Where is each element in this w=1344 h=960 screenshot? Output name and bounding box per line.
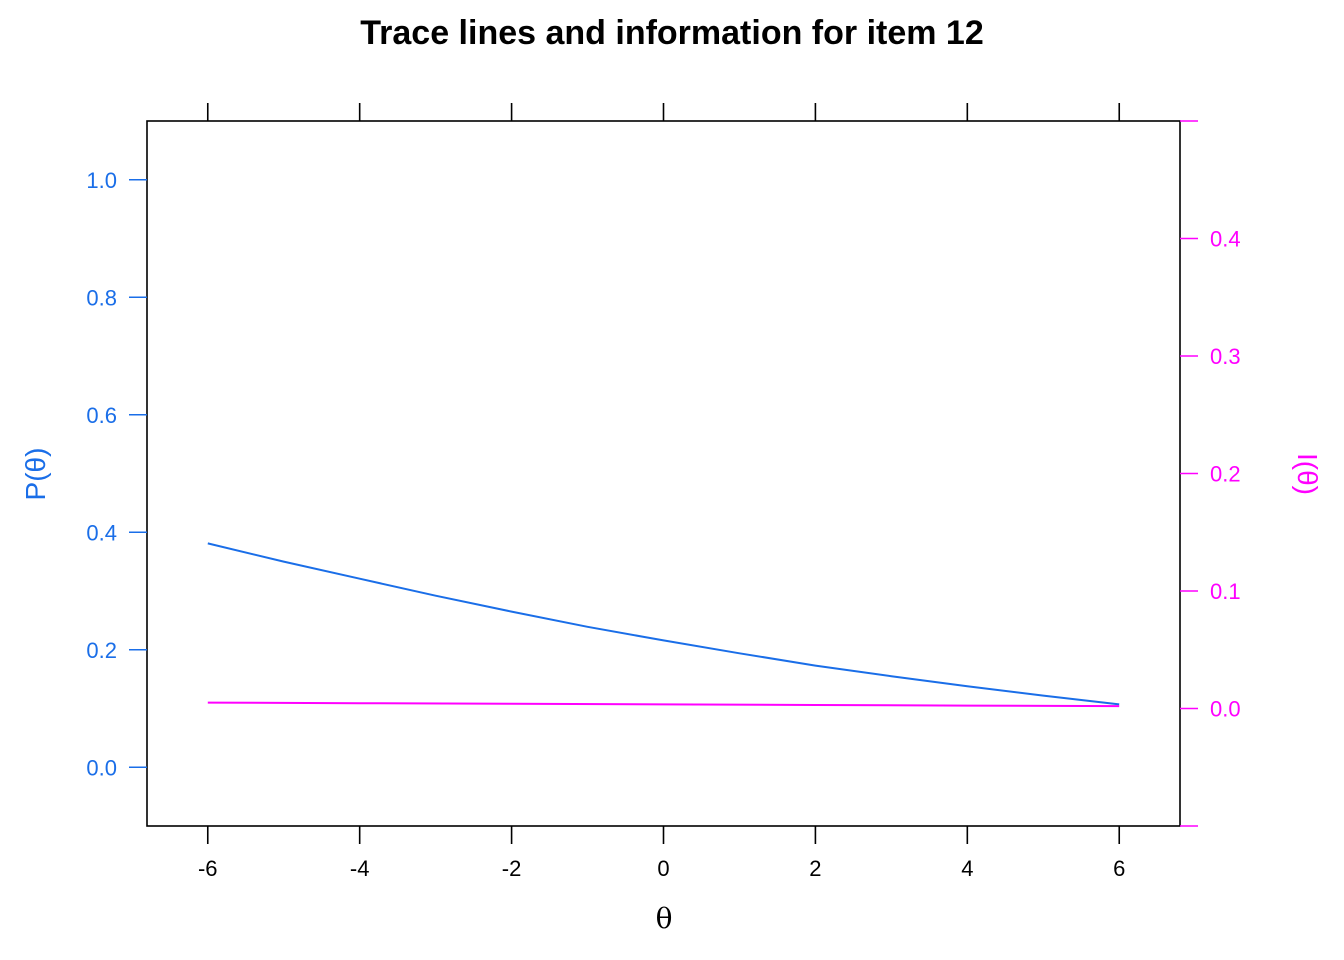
x-axis-label: θ <box>656 902 673 935</box>
y-right-tick-label: 0.1 <box>1210 579 1241 604</box>
x-tick-label: 6 <box>1113 856 1125 881</box>
y-axis-left-label: P(θ) <box>20 448 51 501</box>
plot-frame <box>146 120 1181 827</box>
y-axis-left: 0.0 0.2 0.4 0.6 0.8 1.0 <box>86 168 147 780</box>
x-tick-label: 2 <box>809 856 821 881</box>
y-left-tick-label: 0.8 <box>86 285 117 310</box>
y-right-tick-label: 0.3 <box>1210 344 1241 369</box>
series-layer <box>207 542 1120 708</box>
x-tick-label: -2 <box>502 856 522 881</box>
x-axis-top-ticks <box>206 103 1121 121</box>
y-left-tick-label: 1.0 <box>86 168 117 193</box>
information-curve <box>207 701 1120 708</box>
x-tick-label: 0 <box>657 856 669 881</box>
x-tick-label: -4 <box>350 856 370 881</box>
y-left-tick-label: 0.2 <box>86 638 117 663</box>
x-axis-bottom: -6 -4 -2 0 2 4 6 <box>198 826 1125 881</box>
y-left-tick-label: 0.4 <box>86 520 117 545</box>
y-left-tick-label: 0.0 <box>86 755 117 780</box>
y-right-tick-label: 0.0 <box>1210 697 1241 722</box>
chart-title: Trace lines and information for item 12 <box>360 14 984 52</box>
y-axis-right-label: I(θ) <box>1292 453 1323 495</box>
y-left-tick-label: 0.6 <box>86 403 117 428</box>
trace-line <box>207 542 1120 706</box>
x-tick-label: -6 <box>198 856 218 881</box>
y-right-tick-label: 0.4 <box>1210 227 1241 252</box>
y-axis-right: 0.0 0.1 0.2 0.3 0.4 <box>1180 120 1241 827</box>
y-right-tick-label: 0.2 <box>1210 462 1241 487</box>
x-tick-label: 4 <box>961 856 973 881</box>
